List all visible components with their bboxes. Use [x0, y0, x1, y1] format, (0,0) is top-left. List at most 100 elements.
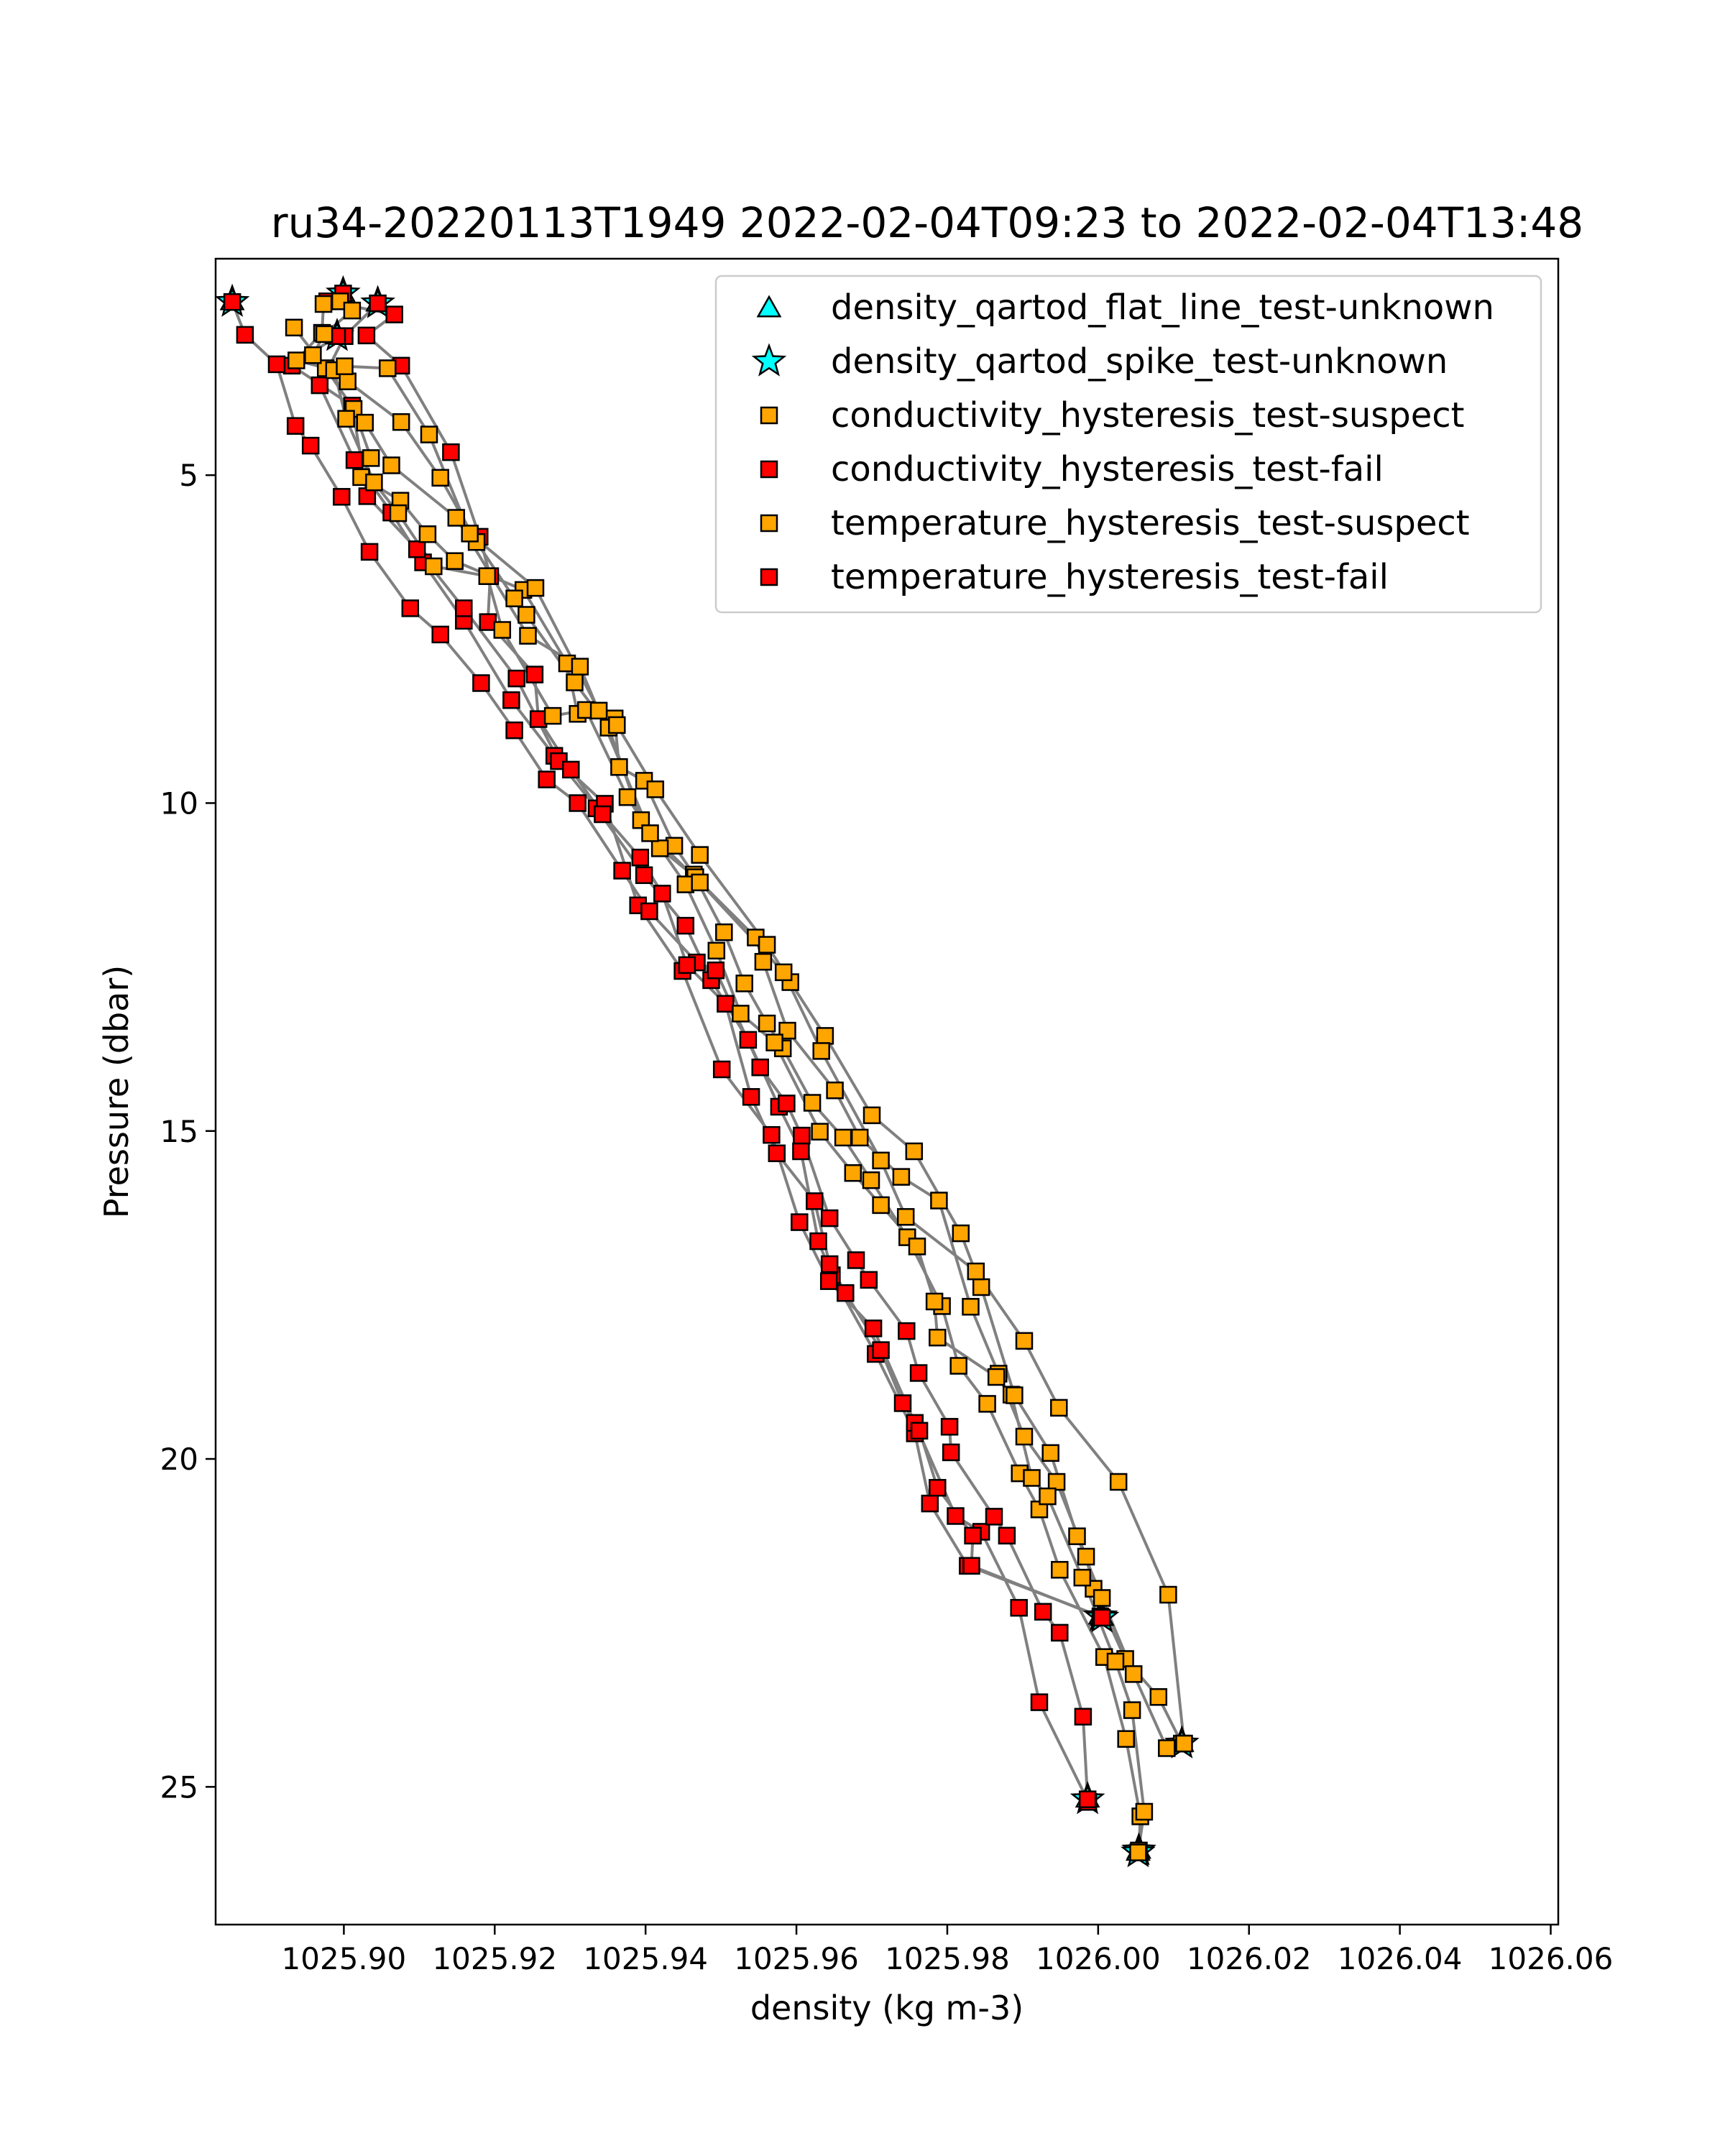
square-marker-suspect-6-5 [337, 410, 355, 428]
square-marker-fail-4-25 [910, 1422, 929, 1440]
square-marker-suspect-9-4 [519, 627, 537, 645]
square-marker-fail-3-27 [942, 1443, 960, 1462]
square-marker-fail-4-29 [1092, 1608, 1111, 1627]
square-marker-suspect-6-30 [1149, 1688, 1168, 1706]
square-marker-suspect-7-17 [765, 1033, 783, 1051]
square-marker-suspect-8-1 [336, 357, 354, 375]
square-marker-suspect-6-22 [930, 1192, 948, 1210]
square-marker-suspect-7-19 [844, 1164, 862, 1182]
square-marker-fail-2-14 [791, 1213, 809, 1231]
profile-line-8 [344, 364, 1169, 1749]
square-marker-suspect-9-6 [641, 824, 659, 842]
square-marker-suspect-8-7 [608, 716, 626, 734]
square-marker-fail-4-15 [653, 885, 671, 903]
square-marker-suspect-6-8 [425, 557, 443, 576]
x-tick-label: 1025.98 [885, 1941, 1010, 1976]
square-marker-fail-2-16 [864, 1319, 883, 1337]
square-marker-fail-4-26 [929, 1478, 947, 1497]
square-marker-suspect-7-6 [392, 413, 410, 431]
square-marker-suspect-7-5 [339, 372, 356, 390]
square-marker-suspect-9-9 [812, 1042, 830, 1060]
square-marker-fail-3-3 [267, 355, 286, 374]
square-marker-suspect-5-21 [803, 1094, 822, 1112]
square-marker-suspect-6-13 [618, 788, 637, 806]
square-marker-fail-4-13 [594, 805, 612, 824]
profile-line-2 [289, 335, 1090, 1803]
square-marker-suspect-9-5 [571, 658, 589, 676]
square-marker-fail-3-10 [472, 674, 490, 692]
x-tick-label: 1025.94 [583, 1941, 708, 1976]
legend-square-marker [760, 460, 778, 479]
square-marker-fail-2-13 [763, 1125, 781, 1144]
square-marker-fail-3-33 [1078, 1790, 1097, 1808]
square-marker-suspect-5-19 [758, 1014, 776, 1033]
square-marker-suspect-6-3 [288, 351, 305, 369]
square-marker-suspect-9-16 [1159, 1585, 1177, 1604]
square-marker-suspect-9-8 [774, 963, 793, 982]
legend-label: density_qartod_flat_line_test-unknown [831, 287, 1494, 328]
square-marker-fail-2-7 [507, 669, 525, 688]
square-marker-fail-4-4 [357, 326, 376, 345]
square-marker-suspect-8-9 [691, 846, 709, 864]
square-marker-fail-2-18 [947, 1507, 965, 1525]
square-marker-suspect-7-10 [518, 606, 535, 624]
square-marker-fail-2-6 [455, 599, 473, 617]
square-marker-fail-3-9 [431, 625, 449, 644]
square-marker-suspect-8-16 [972, 1278, 990, 1296]
square-marker-suspect-7-16 [732, 1005, 750, 1023]
square-marker-fail-3-17 [707, 961, 725, 980]
square-marker-fail-4-24 [893, 1394, 912, 1412]
square-marker-suspect-7-13 [632, 811, 650, 829]
square-marker-suspect-9-12 [967, 1262, 985, 1281]
square-marker-fail-4-9 [479, 613, 497, 631]
legend-label: temperature_hysteresis_test-fail [831, 557, 1389, 597]
square-marker-suspect-6-6 [365, 473, 383, 492]
legend-label: conductivity_hysteresis_test-fail [831, 449, 1384, 489]
square-marker-suspect-6-20 [850, 1128, 869, 1147]
square-marker-suspect-7-21 [908, 1238, 926, 1256]
square-marker-suspect-7-18 [811, 1123, 829, 1141]
square-marker-suspect-8-3 [420, 425, 438, 443]
square-marker-suspect-5-7 [418, 525, 437, 543]
square-marker-fail-2-21 [1030, 1693, 1049, 1711]
y-axis-label: Pressure (dbar) [97, 965, 136, 1218]
square-marker-fail-2-12 [712, 1060, 731, 1079]
data-markers [214, 275, 1200, 1868]
square-marker-suspect-6-26 [1047, 1473, 1066, 1491]
square-marker-suspect-6-14 [650, 839, 669, 857]
square-marker-suspect-7-30 [1123, 1701, 1141, 1719]
square-marker-suspect-5-4 [362, 449, 380, 467]
square-marker-fail-1-11 [635, 866, 653, 885]
profile-line-5 [293, 326, 1142, 1851]
y-tick-label: 25 [160, 1769, 198, 1805]
square-marker-fail-3-23 [860, 1271, 878, 1289]
square-marker-suspect-7-26 [1023, 1469, 1041, 1487]
square-marker-fail-3-4 [286, 417, 305, 435]
square-marker-fail-4-28 [962, 1557, 980, 1575]
square-marker-fail-4-10 [525, 665, 544, 683]
square-marker-fail-3-2 [236, 326, 254, 344]
square-marker-suspect-7-28 [1073, 1568, 1092, 1587]
square-marker-suspect-5-15 [665, 837, 684, 855]
square-marker-suspect-5-23 [862, 1171, 880, 1189]
square-marker-fail-3-31 [1051, 1623, 1069, 1642]
square-marker-suspect-7-29 [1106, 1652, 1125, 1671]
square-marker-suspect-9-10 [872, 1151, 890, 1170]
legend-label: density_qartod_spike_test-unknown [831, 341, 1448, 382]
square-marker-suspect-6-27 [1077, 1547, 1095, 1566]
y-tick-label: 10 [160, 786, 198, 821]
square-marker-suspect-6-21 [892, 1168, 911, 1186]
square-marker-fail-3-26 [940, 1418, 959, 1436]
square-marker-suspect-8-5 [526, 579, 545, 597]
square-marker-fail-1-8 [502, 691, 520, 709]
square-marker-suspect-9-2 [382, 456, 400, 474]
x-tick-label: 1025.90 [282, 1941, 407, 1976]
square-marker-fail-3-21 [820, 1209, 839, 1227]
square-marker-suspect-7-27 [1039, 1487, 1057, 1506]
square-marker-suspect-8-4 [461, 525, 479, 543]
x-tick-label: 1026.06 [1489, 1941, 1614, 1976]
square-marker-suspect-5-8 [446, 552, 464, 570]
square-marker-fail-1-12 [676, 916, 695, 935]
x-tick-label: 1026.00 [1036, 1941, 1161, 1976]
square-marker-fail-3-18 [751, 1058, 769, 1077]
